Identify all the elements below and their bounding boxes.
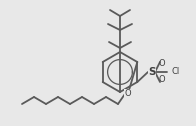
Text: Cl: Cl	[172, 68, 180, 76]
Text: O: O	[159, 75, 165, 85]
Text: O: O	[125, 89, 131, 99]
Text: O: O	[159, 59, 165, 69]
Text: S: S	[148, 67, 156, 77]
